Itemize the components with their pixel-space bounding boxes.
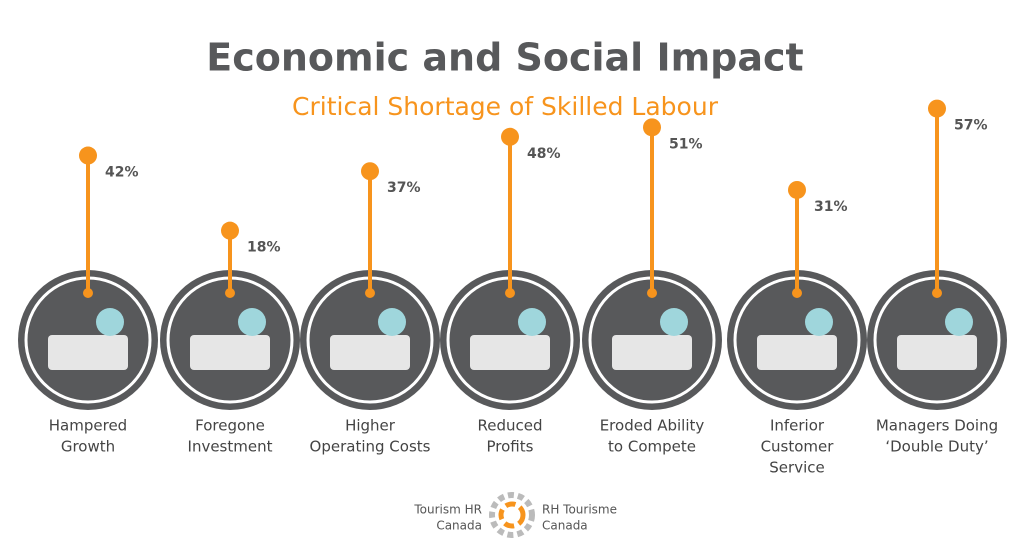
icon-accent [378, 308, 406, 336]
category-label: Customer [761, 438, 835, 456]
pin-foot [225, 288, 235, 298]
pin-head [643, 118, 661, 137]
logo-ring [489, 492, 535, 538]
icon-accent [96, 308, 124, 336]
icon-accent [48, 335, 128, 370]
pin-foot [792, 288, 802, 298]
pin-head [788, 180, 806, 199]
value-label: 42% [105, 165, 139, 181]
icon-accent [330, 335, 410, 370]
value-label: 48% [527, 146, 561, 162]
category-label: Higher [345, 417, 396, 435]
pin-head [501, 127, 519, 146]
pin-foot [505, 288, 515, 298]
value-label: 37% [387, 180, 421, 196]
value-label: 51% [669, 136, 703, 152]
category-label: Eroded Ability [600, 417, 705, 435]
category-label: Foregone [195, 417, 265, 435]
category-label: Investment [188, 438, 273, 456]
pin-head [928, 99, 946, 118]
pin-head [361, 162, 379, 181]
chart-subtitle: Critical Shortage of Skilled Labour [292, 92, 719, 121]
value-label: 18% [247, 240, 281, 256]
value-label: 57% [954, 118, 988, 134]
category-label: Managers Doing [876, 417, 998, 435]
category-label: to Compete [608, 438, 696, 456]
icon-accent [897, 335, 977, 370]
logo: Tourism HR Canada RH Tourisme Canada [413, 492, 617, 538]
icon-accent [612, 335, 692, 370]
category-label: Service [769, 459, 824, 477]
icon-accent [518, 308, 546, 336]
category-label: Reduced [477, 417, 542, 435]
icon-accent [190, 335, 270, 370]
icon-accent [805, 308, 833, 336]
logo-text: Canada [436, 519, 482, 533]
category-label: Growth [61, 438, 115, 456]
pin-head [79, 146, 97, 165]
category-label: Operating Costs [310, 438, 431, 456]
pin-foot [647, 288, 657, 298]
icon-accent [757, 335, 837, 370]
value-label: 31% [814, 199, 848, 215]
logo-core [498, 501, 526, 529]
icon-accent [945, 308, 973, 336]
icon-accent [470, 335, 550, 370]
logo-text: RH Tourisme [542, 503, 617, 517]
chart-title: Economic and Social Impact [206, 36, 803, 80]
pin-foot [932, 288, 942, 298]
category-label: Inferior [770, 417, 825, 435]
pin-head [221, 221, 239, 240]
pin-foot [365, 288, 375, 298]
icon-accent [660, 308, 688, 336]
category-label: ‘Double Duty’ [885, 438, 988, 456]
pin-foot [83, 288, 93, 298]
icon-accent [238, 308, 266, 336]
category-label: Hampered [49, 417, 127, 435]
logo-text: Tourism HR [413, 503, 482, 517]
logo-text: Canada [542, 519, 588, 533]
category-label: Profits [487, 438, 534, 456]
